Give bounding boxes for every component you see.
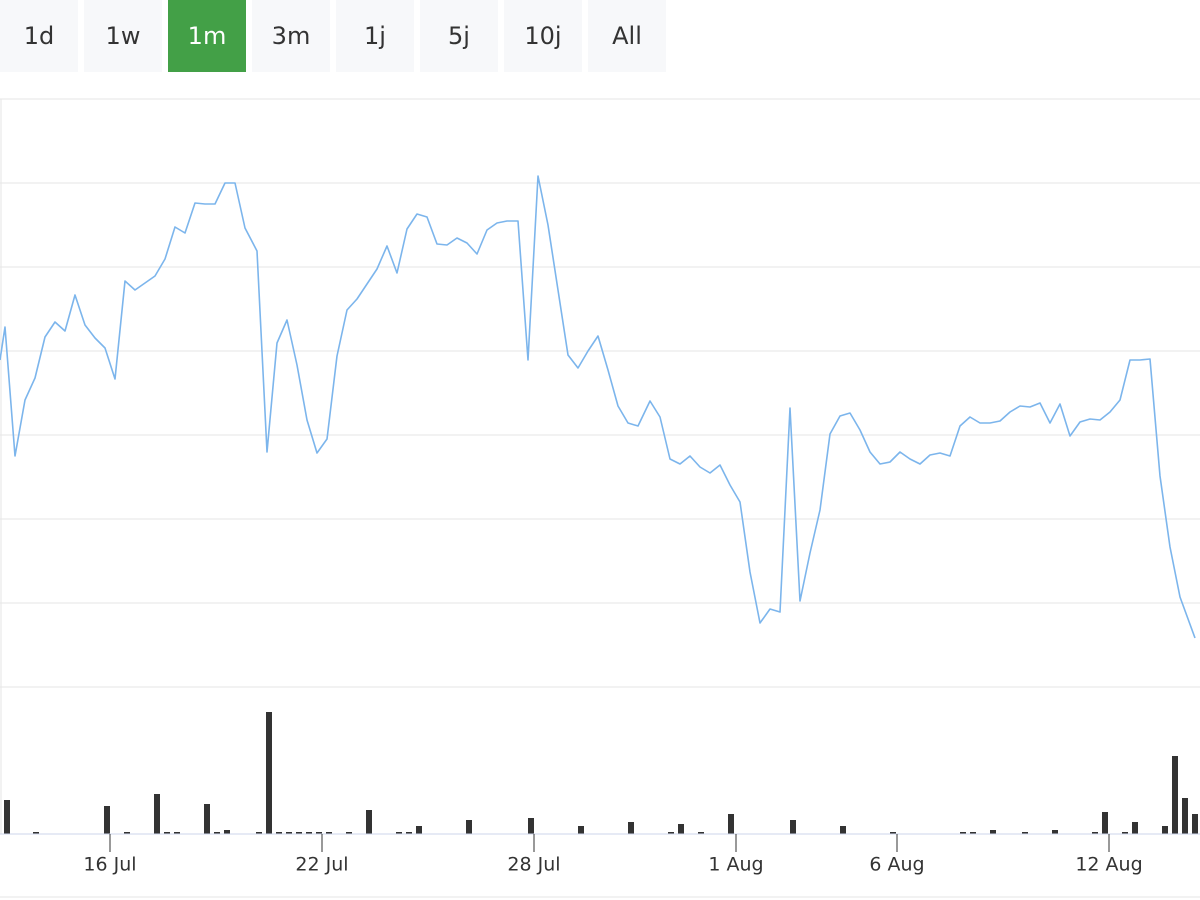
price-line xyxy=(0,175,1196,639)
x-tick-label: 6 Aug xyxy=(869,854,924,876)
volume-bar xyxy=(1102,812,1108,834)
volume-bar xyxy=(970,832,976,834)
volume-bar xyxy=(1022,832,1028,834)
x-tick-label: 22 Jul xyxy=(295,854,348,876)
range-button[interactable]: 5j xyxy=(420,0,498,72)
volume-bar xyxy=(33,832,39,834)
volume-bar xyxy=(154,794,160,834)
volume-bar xyxy=(416,826,422,834)
volume-bar xyxy=(224,830,230,834)
volume-bar xyxy=(164,832,170,834)
range-button[interactable]: 3m xyxy=(252,0,330,72)
volume-bar xyxy=(4,800,10,834)
volume-bar xyxy=(1182,798,1188,834)
volume-bar xyxy=(316,832,322,834)
volume-bar xyxy=(306,832,312,834)
volume-bar xyxy=(840,826,846,834)
volume-bar xyxy=(1092,832,1098,834)
volume-bar xyxy=(396,832,402,834)
volume-bar xyxy=(960,832,966,834)
volume-bar xyxy=(266,712,272,834)
volume-bar xyxy=(628,822,634,834)
volume-bar xyxy=(124,832,130,834)
volume-bar xyxy=(678,824,684,834)
volume-bar xyxy=(406,832,412,834)
volume-bar xyxy=(276,832,282,834)
volume-bar xyxy=(790,820,796,834)
volume-bar xyxy=(1172,756,1178,834)
volume-bar xyxy=(286,832,292,834)
volume-bar xyxy=(104,806,110,834)
volume-bar xyxy=(1052,830,1058,834)
range-button[interactable]: 1j xyxy=(336,0,414,72)
volume-bar xyxy=(326,832,332,834)
range-button[interactable]: 1w xyxy=(84,0,162,72)
volume-bar xyxy=(204,804,210,834)
volume-bar xyxy=(528,818,534,834)
volume-bar xyxy=(698,832,704,834)
volume-bar xyxy=(990,830,996,834)
volume-bar xyxy=(578,826,584,834)
range-button[interactable]: All xyxy=(588,0,666,72)
volume-bar xyxy=(214,832,220,834)
volume-bar xyxy=(890,832,896,834)
range-button[interactable]: 1m xyxy=(168,0,246,72)
volume-bar xyxy=(466,820,472,834)
x-tick-label: 12 Aug xyxy=(1075,854,1142,876)
range-button[interactable]: 1d xyxy=(0,0,78,72)
volume-bar xyxy=(296,832,302,834)
volume-bar xyxy=(728,814,734,834)
volume-bar xyxy=(1162,826,1168,834)
volume-bar xyxy=(174,832,180,834)
x-tick-label: 16 Jul xyxy=(83,854,136,876)
volume-bar xyxy=(256,832,262,834)
volume-bar xyxy=(1132,822,1138,834)
volume-bar xyxy=(346,832,352,834)
x-tick-label: 1 Aug xyxy=(708,854,763,876)
range-button[interactable]: 10j xyxy=(504,0,582,72)
volume-bar xyxy=(1192,814,1198,834)
volume-bar xyxy=(1122,832,1128,834)
x-tick-label: 28 Jul xyxy=(507,854,560,876)
volume-bar xyxy=(366,810,372,834)
volume-bar xyxy=(668,832,674,834)
